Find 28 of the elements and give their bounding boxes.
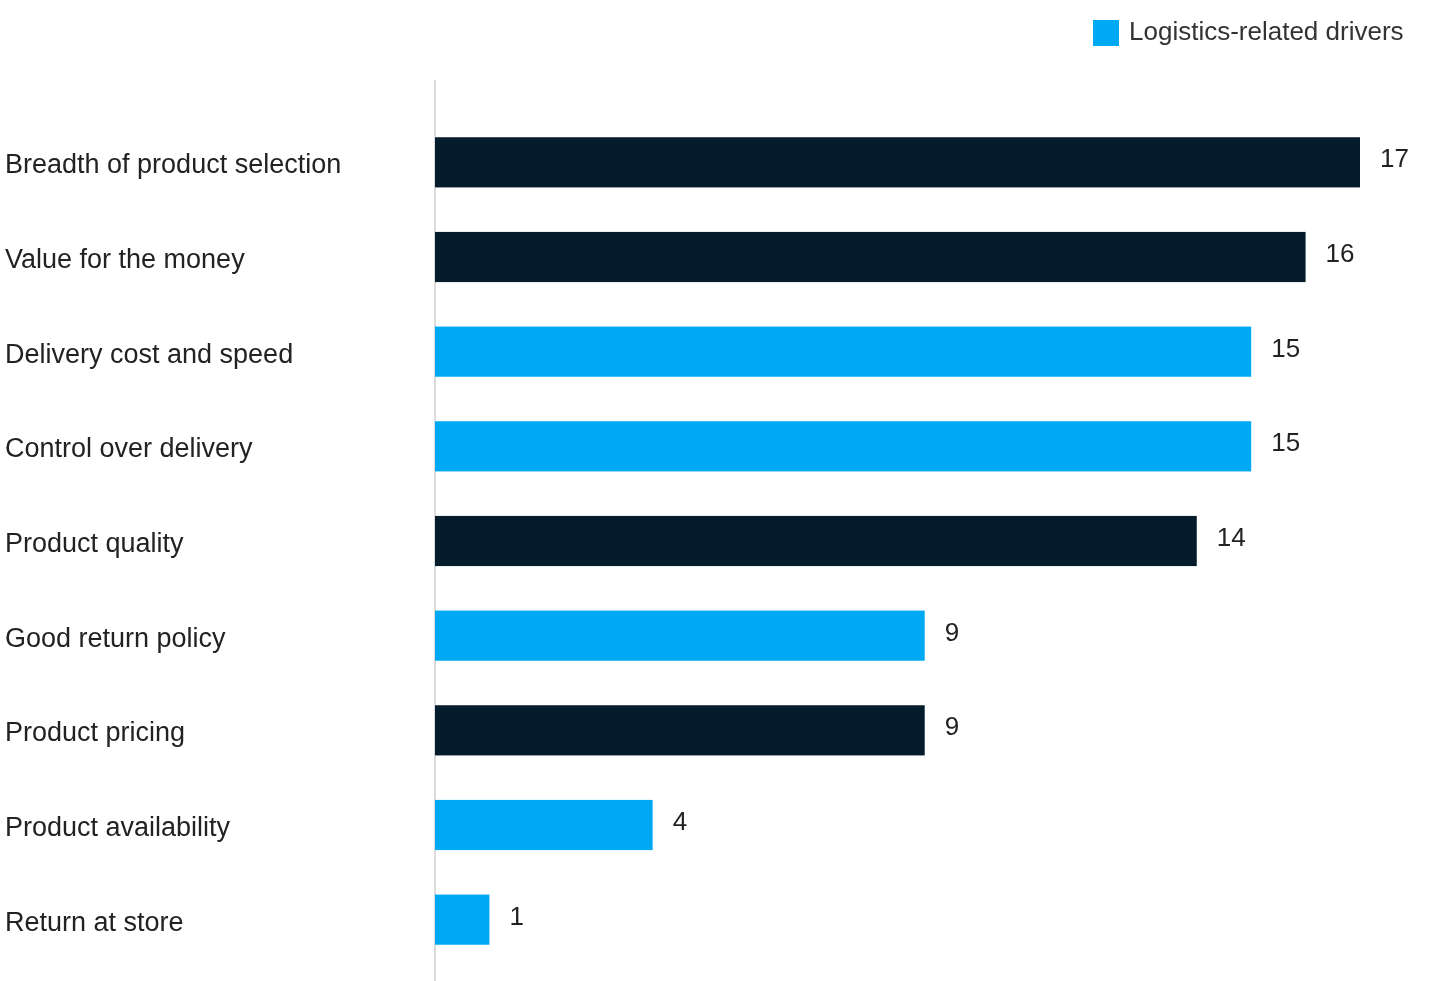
bar <box>435 137 1360 188</box>
bar <box>435 326 1252 377</box>
y-tick-label: Delivery cost and speed <box>5 338 294 369</box>
bar <box>435 894 490 945</box>
data-label: 17 <box>1380 143 1409 174</box>
y-tick-label: Breadth of product selection <box>5 149 342 180</box>
bar <box>435 231 1306 283</box>
data-label: 9 <box>944 616 960 647</box>
y-tick-label: Value for the money <box>5 244 246 275</box>
data-label: 9 <box>944 711 960 742</box>
data-label: 1 <box>509 900 524 931</box>
data-label: 4 <box>672 805 688 836</box>
bar <box>435 799 653 851</box>
bar <box>435 515 1197 567</box>
bar <box>435 421 1252 472</box>
data-label: 15 <box>1271 427 1301 458</box>
y-tick-label: Return at store <box>5 906 184 937</box>
y-tick-label: Product quality <box>5 528 185 559</box>
data-label: 15 <box>1271 332 1301 363</box>
data-label: 16 <box>1325 237 1355 268</box>
bar <box>435 610 925 661</box>
y-tick-label: Control over delivery <box>5 433 254 464</box>
data-label: 14 <box>1216 521 1246 552</box>
legend-label: Logistics-related drivers <box>1129 15 1404 46</box>
y-tick-label: Product pricing <box>5 717 186 748</box>
y-tick-label: Good return policy <box>5 622 227 653</box>
bar <box>435 705 925 756</box>
y-tick-label: Product availability <box>5 812 231 843</box>
